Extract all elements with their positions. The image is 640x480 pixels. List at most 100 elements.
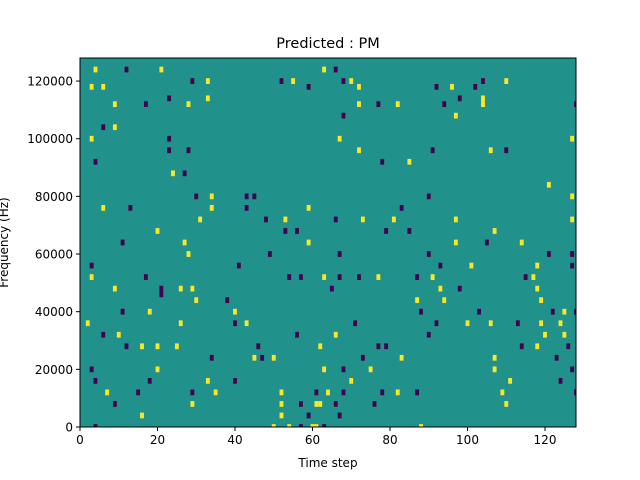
heatmap-cell — [415, 297, 420, 304]
heatmap-cell — [434, 83, 439, 90]
y-tick-label: 60000 — [35, 248, 73, 262]
heatmap-cell — [368, 366, 373, 373]
y-tick-label: 120000 — [27, 75, 73, 89]
heatmap-cell — [322, 366, 327, 373]
heatmap-cell — [233, 320, 237, 327]
heatmap-cell — [562, 331, 567, 338]
heatmap-cell — [407, 228, 412, 234]
heatmap-cell — [279, 389, 284, 396]
heatmap-cell — [271, 424, 276, 427]
heatmap-cell — [298, 274, 303, 280]
heatmap-cell — [89, 83, 94, 90]
heatmap-cell — [159, 285, 164, 292]
heatmap-cell — [457, 285, 462, 292]
heatmap-cell — [252, 193, 257, 200]
heatmap-cell — [481, 101, 485, 108]
heatmap-cell — [570, 135, 575, 142]
heatmap-cell — [105, 389, 110, 396]
heatmap-cell — [546, 181, 551, 188]
heatmap-cell — [415, 389, 420, 396]
heatmap-cell — [504, 401, 509, 407]
y-tick-label: 40000 — [35, 305, 73, 319]
heatmap-cell — [322, 66, 327, 73]
heatmap-cell — [438, 262, 443, 269]
heatmap-cell — [256, 343, 261, 350]
heatmap-cell — [314, 389, 319, 396]
heatmap-cell — [535, 343, 540, 350]
y-tick-label: 80000 — [35, 190, 73, 204]
heatmap-cell — [318, 343, 323, 350]
x-tick-label: 100 — [456, 433, 479, 447]
heatmap-cell — [341, 112, 346, 119]
heatmap-cell — [120, 308, 125, 315]
heatmap-cell — [124, 66, 129, 73]
heatmap-cell — [298, 401, 303, 407]
heatmap-cell — [194, 297, 199, 304]
heatmap-cell — [283, 216, 288, 223]
heatmap-cell — [519, 239, 524, 246]
y-tick-label: 20000 — [35, 363, 73, 377]
heatmap-cell — [147, 377, 152, 384]
heatmap-cell — [399, 205, 404, 211]
heatmap-cell — [508, 377, 513, 384]
heatmap-cell — [89, 274, 94, 280]
heatmap-cell — [260, 354, 265, 361]
heatmap-cell — [279, 401, 284, 407]
heatmap-cell — [488, 147, 493, 154]
x-axis-ticks: 0 20 40 60 80 100 120 — [76, 427, 556, 447]
heatmap-cell — [500, 389, 505, 396]
heatmap-cell — [415, 274, 420, 280]
heatmap-cell — [190, 401, 195, 407]
heatmap-cell — [473, 83, 478, 90]
heatmap-cell — [407, 158, 412, 165]
heatmap-cell — [310, 424, 315, 427]
heatmap-cell — [426, 193, 431, 200]
heatmap-cell — [519, 343, 524, 350]
heatmap-cell — [360, 216, 365, 223]
heatmap-cell — [295, 331, 299, 338]
heatmap-cell — [198, 216, 203, 223]
y-tick-label: 100000 — [27, 132, 73, 146]
heatmap-cell — [570, 193, 575, 200]
heatmap-cell — [419, 424, 423, 427]
heatmap-cell — [318, 401, 323, 407]
heatmap-cell — [419, 308, 423, 315]
heatmap-cell — [264, 216, 268, 223]
x-tick-label: 80 — [382, 433, 397, 447]
heatmap-cell — [570, 251, 575, 257]
heatmap-cell — [574, 101, 576, 108]
heatmap-cell — [112, 101, 117, 108]
heatmap-cell — [376, 343, 381, 350]
heatmap-cell — [182, 170, 187, 177]
heatmap-cell — [376, 101, 381, 108]
heatmap-cell — [209, 205, 214, 211]
plot-frame — [79, 57, 577, 428]
heatmap-cell — [515, 320, 520, 327]
heatmap-cell — [322, 424, 327, 427]
heatmap-cell — [233, 377, 237, 384]
heatmap-cell — [574, 308, 576, 315]
x-tick-label: 120 — [534, 433, 557, 447]
heatmap-cell — [205, 377, 210, 384]
heatmap-cell — [186, 101, 191, 108]
heatmap-cell — [306, 83, 311, 90]
heatmap-cell — [566, 343, 571, 350]
heatmap-cell — [213, 389, 218, 396]
heatmap-cell — [357, 147, 361, 154]
heatmap-cell — [535, 285, 540, 292]
heatmap-cell — [329, 285, 334, 292]
heatmap-cell — [372, 401, 377, 407]
heatmap-cell — [244, 193, 249, 200]
heatmap-cell — [450, 83, 454, 90]
heatmap-cell — [171, 170, 175, 177]
heatmap-cell — [271, 354, 276, 361]
heatmap-cell — [492, 354, 497, 361]
heatmap-cell — [93, 377, 98, 384]
x-tick-label: 40 — [227, 433, 242, 447]
heatmap-cell — [523, 274, 528, 280]
heatmap-cell — [453, 239, 458, 246]
heatmap-cell — [186, 251, 191, 257]
heatmap-cell — [465, 320, 470, 327]
heatmap-cell — [314, 424, 319, 427]
